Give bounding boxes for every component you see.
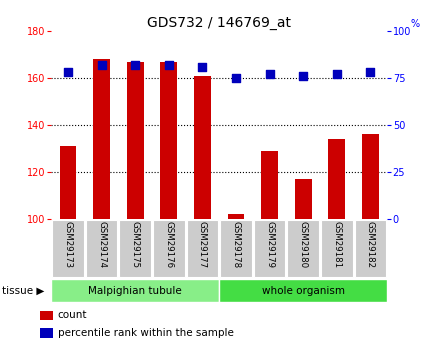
Bar	[194, 76, 211, 219]
Bar	[153, 220, 185, 277]
Bar	[93, 59, 110, 219]
Text: GSM29180: GSM29180	[299, 221, 307, 268]
Bar	[51, 279, 219, 302]
Bar	[261, 151, 278, 219]
Bar	[328, 139, 345, 219]
Text: GSM29173: GSM29173	[64, 221, 73, 268]
Bar	[40, 310, 53, 320]
Point	[333, 71, 340, 77]
Point	[98, 62, 105, 68]
Text: GSM29179: GSM29179	[265, 221, 274, 268]
Point	[299, 73, 307, 79]
Text: whole organism: whole organism	[262, 286, 345, 296]
Bar	[60, 146, 77, 219]
Text: GSM29176: GSM29176	[164, 221, 173, 268]
Bar	[219, 279, 387, 302]
Title: GDS732 / 146769_at: GDS732 / 146769_at	[147, 16, 291, 30]
Text: GSM29177: GSM29177	[198, 221, 207, 268]
Bar	[355, 220, 386, 277]
Text: GSM29175: GSM29175	[131, 221, 140, 268]
Bar	[127, 62, 144, 219]
Text: count: count	[57, 310, 87, 320]
Bar	[119, 220, 151, 277]
Text: tissue ▶: tissue ▶	[2, 286, 44, 295]
Text: percentile rank within the sample: percentile rank within the sample	[57, 328, 234, 338]
Point	[65, 70, 72, 75]
Point	[232, 75, 239, 81]
Text: GSM29178: GSM29178	[231, 221, 240, 268]
Bar	[40, 328, 53, 338]
Bar	[254, 220, 285, 277]
Bar	[160, 62, 177, 219]
Text: %: %	[411, 19, 420, 29]
Bar	[220, 220, 252, 277]
Bar	[287, 220, 319, 277]
Point	[165, 62, 172, 68]
Point	[132, 62, 139, 68]
Bar	[52, 220, 84, 277]
Bar	[86, 220, 117, 277]
Text: GSM29181: GSM29181	[332, 221, 341, 268]
Point	[199, 64, 206, 70]
Bar	[227, 214, 244, 219]
Bar	[321, 220, 352, 277]
Bar	[362, 135, 379, 219]
Bar	[186, 220, 218, 277]
Text: Malpighian tubule: Malpighian tubule	[88, 286, 182, 296]
Point	[367, 70, 374, 75]
Point	[266, 71, 273, 77]
Text: GSM29174: GSM29174	[97, 221, 106, 268]
Bar	[295, 179, 312, 219]
Text: GSM29182: GSM29182	[366, 221, 375, 268]
